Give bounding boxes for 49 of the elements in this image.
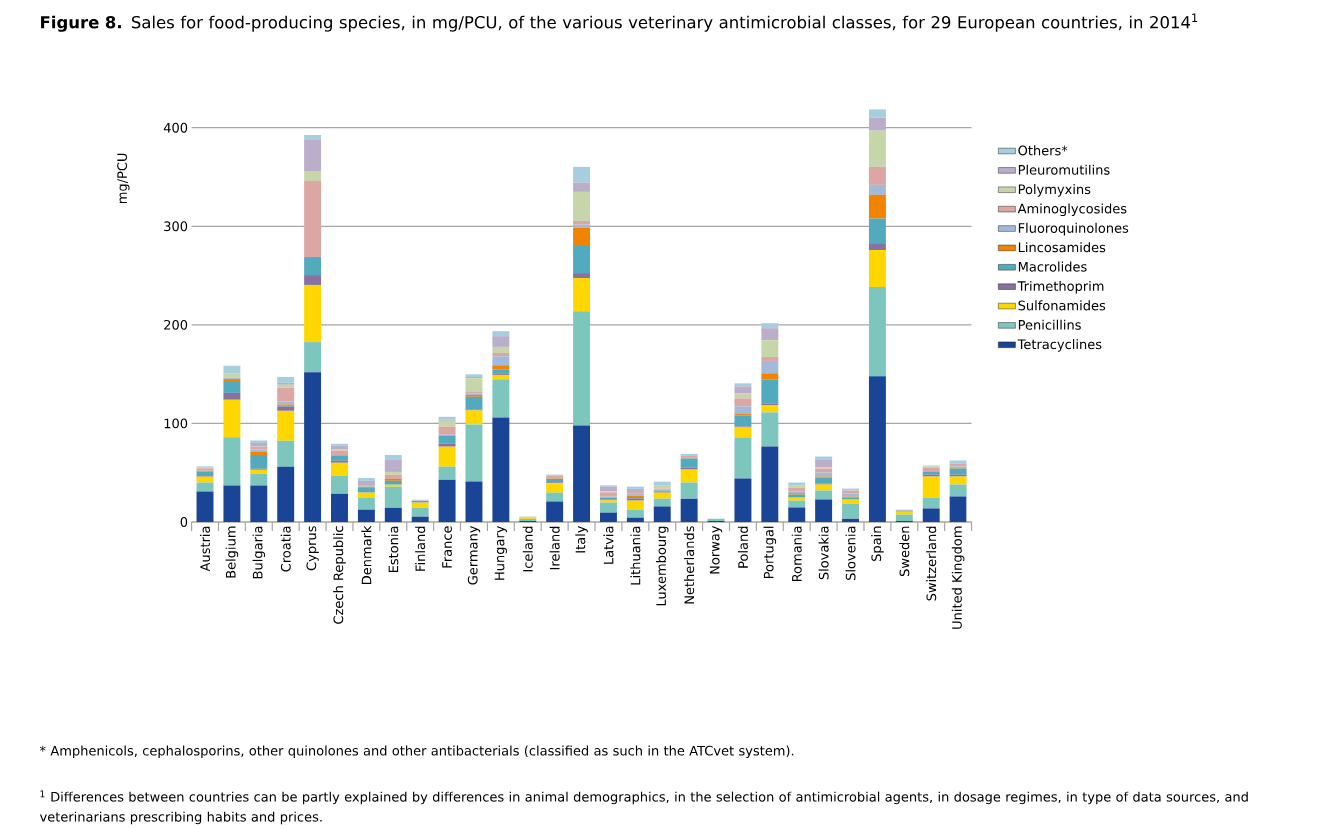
legend-label: Lincosamides [1018, 242, 1106, 253]
x-tick-label: Norway [709, 526, 723, 574]
y-tick-label: 0 [180, 517, 188, 528]
text: $^{1}$ Differences between countries can be partly explained by differences in animal demographics, in the selection of antimicrobial agents, in dosage regimes, in type of data sources, and veterinarians prescribing habits and prices. [39, 790, 1248, 825]
x-tick-label: Slovakia [818, 526, 829, 580]
x-tick-label: Romania [791, 526, 802, 582]
x-tick-label: Croatia [280, 526, 291, 572]
x-tick-label: Germany [467, 526, 481, 585]
x-tick-label: Czech Republic [333, 526, 346, 624]
legend-label: Polymyxins [1018, 184, 1091, 197]
x-tick-label: Luxembourg [655, 526, 669, 606]
text: * Amphenicols, cephalosporins, other quinolones and other antibacterials (classified as such in the ATCvet system). [39, 745, 794, 759]
x-tick-label: Hungary [494, 526, 507, 580]
x-tick-label: France [442, 526, 452, 568]
x-tick-label: Sweden [899, 526, 910, 577]
x-tick-label: Portugal [763, 526, 777, 579]
legend-label: Others* [1018, 145, 1068, 156]
x-tick-label: Iceland [522, 526, 533, 572]
x-tick-label: Spain [871, 526, 884, 562]
x-tick-label: Ireland [549, 526, 560, 570]
legend-label: Trimethoprim [1017, 281, 1104, 294]
x-tick-label: United Kingdom [951, 526, 965, 629]
y-tick-label: 200 [164, 320, 188, 330]
x-tick-label: Latvia [603, 526, 614, 565]
x-tick-label: Lithuania [630, 526, 641, 585]
legend-label: Fluoroquinolones [1018, 223, 1129, 236]
legend-label: Aminoglycosides [1017, 203, 1127, 217]
x-tick-label: Denmark [361, 525, 372, 585]
legend-label: Penicillins [1018, 319, 1081, 330]
x-tick-label: Netherlands [684, 526, 695, 604]
legend-label: Macrolides [1018, 261, 1087, 272]
y-axis-title: mg/PCU [117, 153, 130, 204]
legend-label: Sulfonamides [1018, 300, 1106, 311]
x-tick-label: Austria [199, 526, 211, 572]
y-tick-label: 300 [164, 221, 188, 232]
y-tick-label: 400 [163, 123, 188, 133]
x-tick-label: Poland [737, 526, 748, 568]
x-tick-label: Italy [575, 526, 588, 553]
x-tick-label: Slovenia [845, 526, 856, 581]
chart-title: Figure 8. Sales for food-producing species, in mg/PCU, of the various veterinary antimicrobial classes, for 29 European countries, in 2014$^{1}$ [41, 13, 1198, 32]
x-tick-label: Estonia [388, 526, 399, 573]
legend-label: Tetracyclines [1017, 339, 1102, 352]
x-tick-label: Bulgaria [252, 526, 266, 579]
x-tick-label: Cyprus [306, 526, 319, 571]
x-tick-label: Switzerland [926, 526, 937, 601]
x-tick-label: Belgium [225, 526, 239, 578]
legend-label: Pleuromutilins [1018, 164, 1110, 175]
y-tick-label: 100 [164, 418, 188, 429]
x-tick-label: Finland [415, 526, 426, 571]
